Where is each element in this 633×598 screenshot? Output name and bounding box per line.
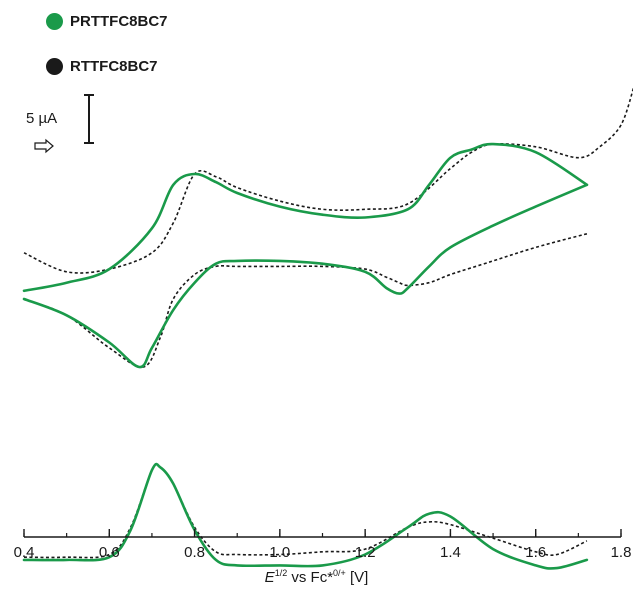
x-axis-label: E1/2 vs Fc*0/+ [V]	[0, 568, 633, 586]
legend-marker-green	[46, 13, 63, 30]
x-axis: 0.4 0.6 0.8 1.0 1.2 1.4 1.6 1.8	[14, 529, 632, 561]
x-tick-label: 0.8	[184, 544, 205, 561]
scan-direction-arrow-icon	[34, 138, 54, 154]
legend-marker-black	[46, 58, 63, 75]
x-axis-label-symbol: E	[264, 569, 275, 586]
scale-bar	[84, 94, 94, 144]
scale-bar-label: 5 µA	[26, 110, 58, 127]
x-tick-label: 1.2	[355, 544, 376, 561]
chart-curves	[22, 86, 633, 570]
x-tick-label: 1.8	[611, 544, 632, 561]
x-tick-label: 0.4	[14, 544, 35, 561]
series-line-prttfc8bc7-cv-reverse-scan	[22, 183, 589, 369]
x-tick-label: 1.0	[269, 544, 290, 561]
x-axis-label-text: vs Fc*	[287, 569, 334, 586]
x-axis-label-superscript: 1/2	[274, 568, 288, 578]
x-tick-label: 1.4	[440, 544, 461, 561]
x-axis-label-superscript: 0/+	[333, 568, 346, 578]
series-line-prttfc8bc7-cv-forward-scan	[22, 142, 589, 293]
legend-item-rttfc8bc7: RTTFC8BC7	[46, 58, 158, 75]
x-tick-label: 0.6	[99, 544, 120, 561]
series-line-rttfc8bc7-cv-reverse-scan	[23, 233, 588, 368]
x-axis-label-unit: [V]	[345, 569, 369, 586]
series-line-rttfc8bc7-cv-forward-scan	[23, 86, 633, 274]
legend-label: PRTTFC8BC7	[70, 13, 168, 30]
series-line-prttfc8bc7-dpv	[22, 462, 589, 570]
x-tick-label: 1.6	[525, 544, 546, 561]
legend-label: RTTFC8BC7	[70, 58, 158, 75]
legend-item-prttfc8bc7: PRTTFC8BC7	[46, 13, 168, 30]
